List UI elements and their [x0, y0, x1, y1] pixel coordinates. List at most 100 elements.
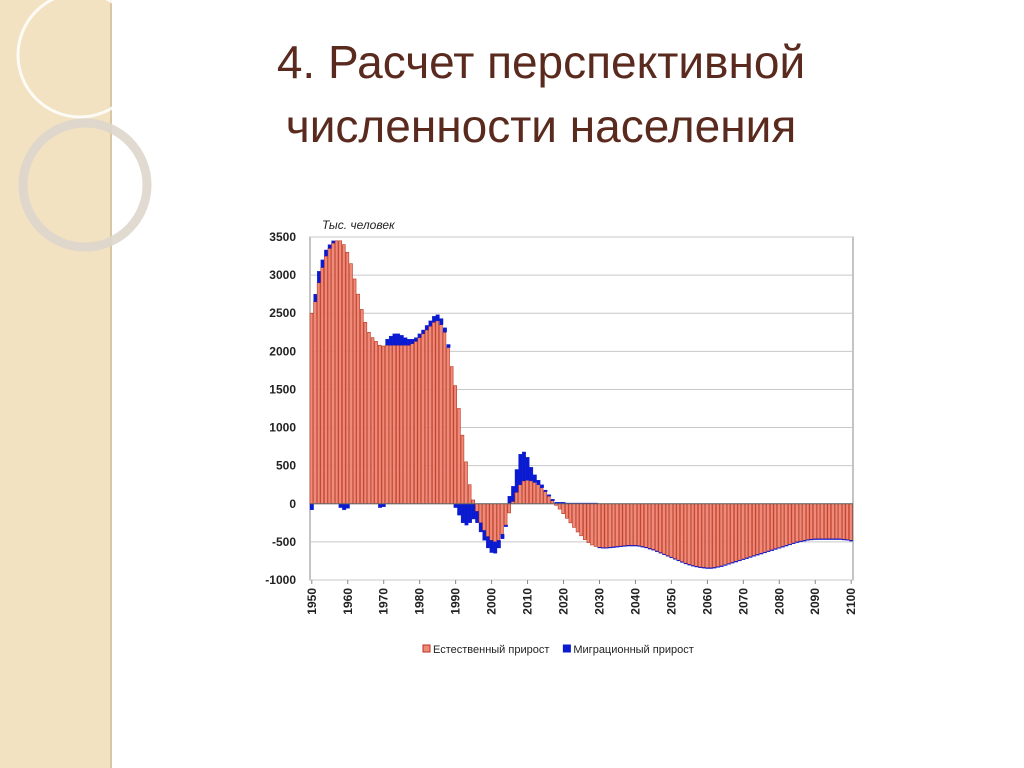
natural-bar	[737, 503, 742, 561]
x-tick-label: 2010	[521, 588, 535, 615]
natural-bar	[658, 503, 662, 553]
natural-bar	[604, 503, 609, 548]
natural-bar	[503, 503, 508, 526]
x-tick-label: 2030	[592, 588, 606, 615]
natural-bar	[388, 344, 393, 505]
natural-bar	[327, 248, 332, 505]
migration-bar	[744, 557, 749, 559]
migration-bar	[345, 503, 350, 509]
natural-bar	[435, 320, 440, 505]
natural-bar	[834, 503, 839, 540]
migration-bar	[691, 565, 695, 567]
migration-bar	[726, 563, 731, 565]
natural-bar	[672, 503, 677, 559]
natural-bar	[334, 240, 339, 505]
y-tick-label: 1500	[269, 382, 296, 396]
migration-bar	[680, 561, 685, 563]
migration-bar	[651, 549, 656, 551]
migration-bar	[820, 538, 825, 540]
x-tick-label: 2070	[736, 588, 750, 615]
natural-bar	[381, 345, 386, 505]
migration-bar	[496, 540, 501, 549]
natural-bar	[669, 503, 673, 558]
migration-bar	[806, 539, 810, 541]
migration-bar	[424, 325, 429, 331]
natural-bar	[831, 503, 835, 540]
natural-bar	[385, 344, 389, 505]
x-tick-label: 2080	[772, 588, 786, 615]
migration-bar	[482, 530, 487, 541]
y-tick-label: 1000	[269, 421, 296, 435]
migration-bar	[795, 541, 800, 543]
migration-bar	[647, 548, 652, 550]
migration-bar	[435, 314, 440, 321]
migration-bar	[500, 534, 505, 539]
natural-bar	[367, 331, 371, 505]
natural-bar	[759, 503, 763, 554]
migration-bar	[694, 566, 699, 568]
natural-bar	[777, 503, 781, 548]
migration-bar	[719, 565, 724, 567]
natural-bar	[482, 503, 486, 531]
natural-bar	[805, 503, 810, 540]
migration-bar	[730, 562, 735, 564]
natural-bar	[360, 309, 364, 505]
natural-bar	[582, 503, 587, 540]
migration-bar	[471, 503, 476, 520]
natural-bar	[475, 503, 479, 512]
migration-bar	[514, 469, 519, 493]
migration-bar	[755, 554, 760, 556]
migration-bar	[489, 540, 494, 553]
migration-bar	[737, 560, 742, 562]
natural-bar	[633, 503, 637, 546]
natural-bar	[539, 487, 544, 505]
natural-bar	[726, 503, 731, 564]
migration-bar	[842, 539, 846, 541]
natural-bar	[439, 324, 443, 505]
y-tick-label: 3500	[269, 230, 296, 244]
slide-title: 4. Расчет перспективной численности насе…	[276, 36, 806, 152]
natural-bar	[309, 312, 314, 505]
natural-bar	[525, 479, 529, 505]
migration-bar	[701, 567, 706, 569]
natural-bar	[442, 331, 447, 505]
migration-bar	[802, 540, 807, 542]
natural-bar	[363, 322, 368, 505]
natural-bar	[755, 503, 760, 555]
migration-bar	[831, 538, 836, 540]
y-tick-label: 3000	[269, 268, 296, 282]
y-tick-label: 0	[289, 497, 296, 511]
migration-bar	[626, 545, 631, 547]
natural-bar	[626, 503, 630, 546]
migration-bar	[834, 538, 839, 540]
migration-bar	[539, 484, 544, 488]
migration-bar	[518, 454, 523, 485]
natural-bar	[547, 495, 551, 505]
natural-bar	[665, 503, 670, 556]
natural-bar	[453, 385, 458, 505]
legend-label: Естественный прирост	[433, 644, 549, 656]
migration-bar	[752, 555, 757, 557]
migration-bar	[547, 494, 552, 497]
migration-bar	[633, 545, 638, 547]
natural-bar	[572, 503, 576, 528]
natural-bar	[676, 503, 680, 561]
migration-bar	[813, 538, 818, 540]
migration-bar	[705, 567, 710, 569]
migration-bar	[827, 538, 832, 540]
migration-bar	[712, 567, 717, 569]
natural-bar	[701, 503, 706, 568]
natural-bar	[496, 503, 501, 541]
natural-bar	[345, 251, 350, 505]
migration-bar	[453, 503, 458, 508]
migration-bar	[773, 548, 778, 550]
natural-bar	[647, 503, 652, 549]
natural-bar	[712, 503, 716, 568]
natural-bar	[780, 503, 785, 547]
natural-bar	[687, 503, 691, 565]
natural-bar	[518, 484, 522, 505]
natural-bar	[827, 503, 832, 540]
migration-bar	[759, 553, 764, 555]
natural-bar	[557, 503, 562, 510]
migration-bar	[428, 320, 433, 327]
